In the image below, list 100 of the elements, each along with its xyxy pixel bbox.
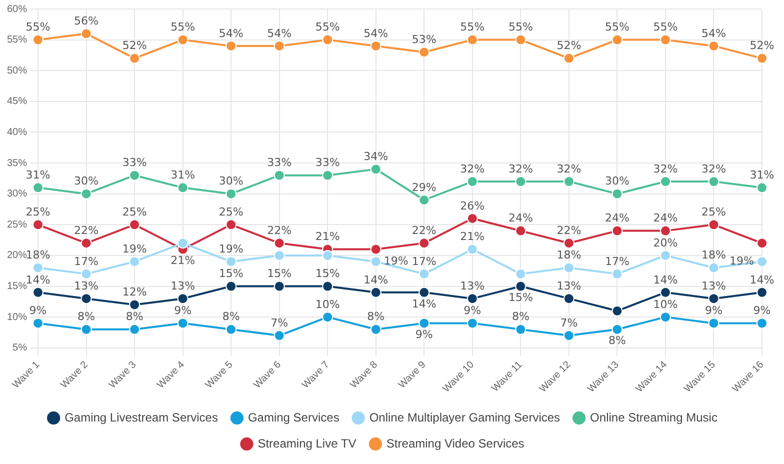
data-label: 33%	[267, 156, 292, 170]
data-label: 8%	[78, 310, 96, 324]
point	[708, 293, 720, 304]
point	[129, 219, 140, 230]
point	[563, 330, 574, 342]
legend-label: Streaming Live TV	[258, 436, 356, 450]
data-label: 8%	[222, 310, 240, 324]
data-label: 55%	[604, 20, 630, 34]
data-label: 22%	[556, 224, 582, 237]
y-tick-label: 10%	[7, 312, 28, 323]
point	[226, 280, 237, 292]
point	[756, 52, 768, 64]
data-label: 9%	[753, 304, 771, 318]
point	[612, 268, 623, 280]
data-label: 54%	[364, 26, 388, 40]
point	[612, 34, 623, 46]
data-label: 54%	[702, 26, 726, 40]
data-label: 8%	[126, 310, 144, 324]
point	[129, 170, 140, 181]
data-label: 55%	[460, 20, 485, 34]
data-label: 32%	[508, 162, 533, 176]
point	[226, 256, 237, 268]
data-label: 33%	[122, 156, 147, 170]
point	[177, 238, 188, 249]
point	[177, 293, 188, 304]
data-label: 55%	[508, 20, 533, 34]
data-label: 24%	[508, 212, 533, 225]
point	[756, 286, 768, 298]
data-label: 32%	[702, 162, 726, 176]
point	[274, 170, 285, 181]
point	[274, 40, 285, 52]
legend-label: Gaming Services	[248, 410, 340, 424]
point	[466, 176, 478, 188]
data-label: 29%	[412, 180, 436, 194]
point	[32, 318, 44, 329]
point	[177, 318, 188, 329]
data-label: 10%	[315, 298, 340, 311]
point	[32, 182, 44, 194]
data-label: 9%	[464, 304, 482, 318]
data-label: 25%	[218, 206, 244, 219]
data-label: 55%	[170, 20, 196, 34]
point	[660, 225, 671, 236]
point	[322, 170, 334, 181]
data-label: 56%	[74, 14, 99, 28]
point	[660, 176, 671, 188]
data-label: 14%	[653, 273, 678, 286]
point	[515, 225, 526, 236]
data-label: 19%	[384, 254, 408, 268]
point	[322, 312, 334, 323]
data-label: 30%	[218, 174, 244, 188]
point	[612, 324, 623, 335]
data-label: 13%	[170, 279, 196, 292]
point	[226, 219, 237, 230]
point	[226, 188, 237, 200]
data-label: 13%	[460, 279, 485, 292]
data-label: 8%	[512, 310, 530, 324]
data-label: 18%	[26, 248, 50, 262]
y-tick-label: 5%	[12, 342, 28, 354]
legend-label: Online Multiplayer Gaming Services	[369, 410, 560, 424]
point	[563, 176, 574, 188]
data-label: 52%	[750, 39, 774, 52]
y-tick-label: 35%	[7, 158, 28, 169]
data-label: 9%	[415, 328, 433, 342]
legend-label: Gaming Livestream Services	[64, 410, 218, 424]
data-label: 15%	[218, 267, 244, 280]
point	[274, 238, 285, 249]
data-label: 31%	[750, 168, 774, 182]
point	[515, 176, 526, 188]
point	[80, 238, 92, 249]
data-label: 21%	[315, 230, 340, 244]
data-label: 31%	[170, 168, 196, 182]
data-label: 13%	[74, 279, 99, 292]
data-label: 30%	[74, 174, 99, 188]
point	[466, 293, 478, 304]
point	[129, 324, 140, 335]
y-tick-label: 25%	[7, 219, 28, 230]
data-label: 15%	[315, 267, 340, 280]
data-label: 17%	[604, 254, 630, 268]
point	[708, 262, 720, 274]
data-label: 13%	[702, 279, 726, 292]
point	[515, 324, 526, 335]
data-label: 52%	[556, 39, 582, 52]
point	[32, 219, 44, 230]
data-label: 22%	[267, 224, 292, 237]
y-tick-label: 60%	[7, 4, 28, 15]
data-label: 15%	[508, 291, 533, 304]
data-label: 25%	[26, 206, 50, 219]
data-label: 8%	[608, 334, 626, 348]
point	[370, 324, 382, 335]
y-tick-label: 20%	[7, 250, 28, 262]
point	[32, 262, 44, 274]
data-label: 34%	[364, 150, 388, 164]
point	[418, 238, 430, 249]
data-label: 22%	[74, 224, 99, 237]
point	[370, 286, 382, 298]
data-label: 32%	[556, 162, 582, 176]
point	[370, 40, 382, 52]
data-label: 22%	[412, 224, 436, 237]
data-label: 7%	[560, 316, 578, 330]
point	[370, 244, 382, 255]
